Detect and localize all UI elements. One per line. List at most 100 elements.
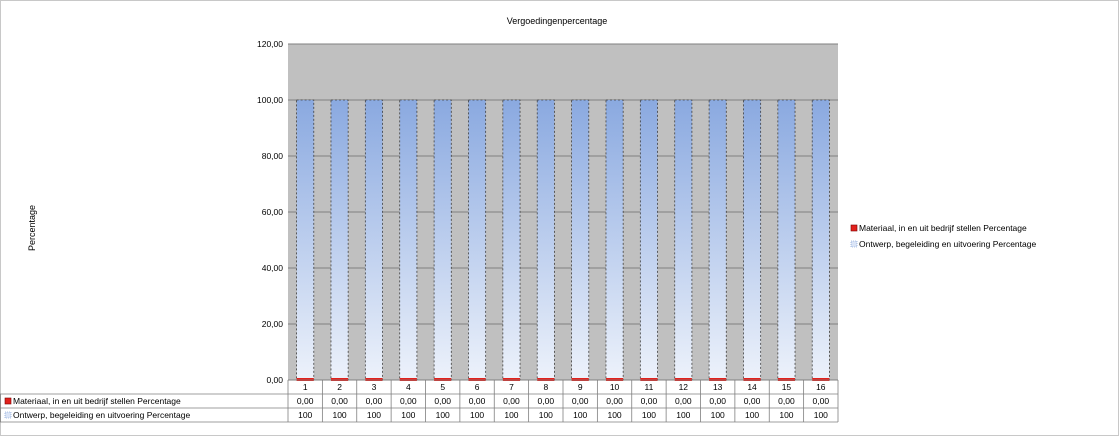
data-label: 0,00 — [503, 396, 520, 406]
data-label: 100 — [642, 410, 656, 420]
x-tick-label: 4 — [406, 382, 411, 392]
bar-ontwerp — [502, 99, 521, 381]
x-tick-label: 3 — [372, 382, 377, 392]
y-tick-label: 20,00 — [262, 319, 284, 329]
legend: Materiaal, in en uit bedrijf stellen Per… — [850, 223, 1036, 249]
bar-ontwerp — [605, 99, 624, 381]
data-label: 100 — [573, 410, 587, 420]
data-label: 0,00 — [434, 396, 451, 406]
bar-materiaal — [330, 378, 349, 381]
bar-materiaal — [640, 378, 658, 381]
bar-ontwerp — [399, 99, 418, 381]
data-label: 100 — [298, 410, 312, 420]
data-label: 0,00 — [297, 396, 314, 406]
bar-materiaal — [399, 378, 417, 381]
y-axis: 0,00 20,00 40,00 60,00 80,00 100,00 120,00 — [257, 39, 283, 385]
bar-materiaal — [777, 378, 796, 381]
x-tick-label: 2 — [337, 382, 342, 392]
data-label: 100 — [676, 410, 690, 420]
data-label: 0,00 — [331, 396, 348, 406]
data-label: 100 — [401, 410, 415, 420]
data-label: 100 — [814, 410, 828, 420]
data-label: 100 — [470, 410, 484, 420]
bar-materiaal — [571, 378, 589, 381]
bar-materiaal — [365, 378, 383, 381]
x-tick-label: 1 — [303, 382, 308, 392]
bar-materiaal — [502, 378, 521, 381]
data-label: 0,00 — [641, 396, 658, 406]
x-tick-label: 16 — [816, 382, 826, 392]
legend-label: Ontwerp, begeleiding en uitvoering Perce… — [859, 239, 1036, 249]
x-tick-label: 10 — [610, 382, 620, 392]
bar-materiaal — [812, 378, 830, 381]
bar-ontwerp — [433, 99, 452, 381]
bar-ontwerp — [811, 99, 830, 381]
x-tick-label: 15 — [782, 382, 792, 392]
bar-materiaal — [434, 378, 452, 381]
x-tick-label: 9 — [578, 382, 583, 392]
bar-ontwerp — [743, 99, 762, 381]
x-tick-label: 7 — [509, 382, 514, 392]
data-label: 0,00 — [469, 396, 486, 406]
bar-ontwerp — [777, 99, 796, 381]
bar-materiaal — [674, 378, 692, 381]
y-tick-label: 100,00 — [257, 95, 283, 105]
legend-label: Materiaal, in en uit bedrijf stellen Per… — [859, 223, 1027, 233]
x-tick-label: 6 — [475, 382, 480, 392]
x-tick-label: 11 — [645, 382, 654, 392]
x-tick-label: 14 — [747, 382, 757, 392]
bar-ontwerp — [536, 99, 555, 381]
data-label: 0,00 — [366, 396, 383, 406]
data-label: 100 — [332, 410, 346, 420]
bar-ontwerp — [571, 99, 590, 381]
y-tick-label: 0,00 — [266, 375, 283, 385]
data-label: 100 — [504, 410, 518, 420]
bar-ontwerp — [708, 99, 727, 381]
chart-title: Vergoedingenpercentage — [507, 16, 608, 26]
data-table: 10,0010020,0010030,0010040,0010050,00100… — [0, 379, 839, 423]
legend-key-materiaal — [850, 224, 858, 232]
data-label: 100 — [607, 410, 621, 420]
bar-ontwerp — [364, 99, 383, 381]
data-label: 100 — [711, 410, 725, 420]
bar-materiaal — [468, 378, 486, 381]
x-tick-label: 12 — [679, 382, 689, 392]
bar-ontwerp — [296, 99, 315, 381]
legend-key-ontwerp — [850, 240, 858, 248]
data-label: 0,00 — [778, 396, 795, 406]
table-key-materiaal — [4, 397, 12, 405]
x-tick-label: 5 — [440, 382, 445, 392]
data-label: 0,00 — [675, 396, 692, 406]
data-label: 100 — [745, 410, 759, 420]
bar-materiaal — [709, 378, 727, 381]
y-tick-label: 40,00 — [262, 263, 284, 273]
bar-materiaal — [743, 378, 761, 381]
table-key-ontwerp — [4, 411, 12, 419]
bar-ontwerp — [330, 99, 349, 381]
y-tick-label: 60,00 — [262, 207, 284, 217]
y-tick-label: 80,00 — [262, 151, 284, 161]
data-label: 100 — [779, 410, 793, 420]
y-tick-label: 120,00 — [257, 39, 283, 49]
bar-ontwerp — [468, 99, 487, 381]
y-axis-label: Percentage — [27, 205, 37, 251]
bar-materiaal — [537, 378, 555, 381]
data-label: 0,00 — [813, 396, 830, 406]
data-label: 0,00 — [606, 396, 623, 406]
data-label: 100 — [436, 410, 450, 420]
data-label: 0,00 — [400, 396, 417, 406]
data-label: 0,00 — [709, 396, 726, 406]
data-label: 100 — [539, 410, 553, 420]
data-label: 0,00 — [538, 396, 555, 406]
table-row-label: Ontwerp, begeleiding en uitvoering Perce… — [13, 410, 190, 420]
bar-ontwerp — [674, 99, 693, 381]
table-row-label: Materiaal, in en uit bedrijf stellen Per… — [13, 396, 181, 406]
bar-materiaal — [605, 378, 624, 381]
bar-materiaal — [296, 378, 314, 381]
bar-ontwerp — [639, 99, 658, 381]
data-label: 0,00 — [572, 396, 589, 406]
data-label: 0,00 — [744, 396, 761, 406]
x-tick-label: 8 — [543, 382, 548, 392]
